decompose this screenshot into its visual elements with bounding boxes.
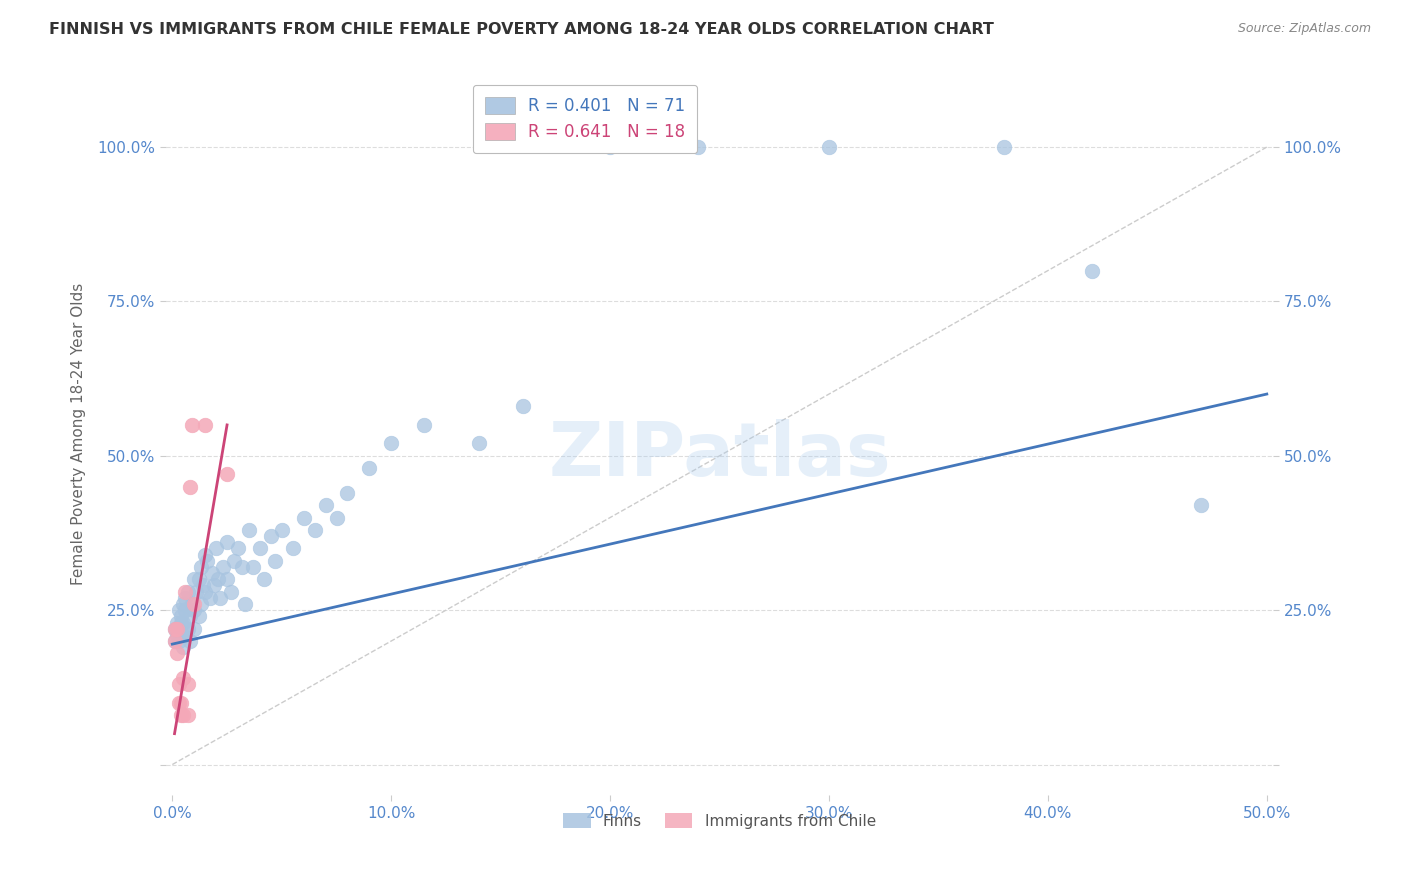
Point	[198, 591, 221, 605]
Point	[195, 554, 218, 568]
Point	[190, 597, 212, 611]
Point	[179, 480, 201, 494]
Point	[166, 615, 188, 630]
Point	[304, 523, 326, 537]
Point	[205, 541, 228, 556]
Point	[174, 603, 197, 617]
Point	[231, 560, 253, 574]
Point	[179, 634, 201, 648]
Point	[336, 486, 359, 500]
Point	[181, 597, 204, 611]
Point	[176, 708, 198, 723]
Legend: Finns, Immigrants from Chile: Finns, Immigrants from Chile	[557, 806, 882, 835]
Point	[207, 572, 229, 586]
Point	[183, 603, 205, 617]
Point	[166, 622, 188, 636]
Point	[179, 609, 201, 624]
Point	[170, 696, 193, 710]
Point	[1189, 498, 1212, 512]
Point	[167, 622, 190, 636]
Point	[359, 461, 381, 475]
Point	[163, 622, 186, 636]
Point	[264, 554, 287, 568]
Point	[170, 628, 193, 642]
Point	[176, 584, 198, 599]
Point	[191, 578, 214, 592]
Point	[413, 417, 436, 432]
Point	[249, 541, 271, 556]
Point	[215, 467, 238, 482]
Point	[163, 634, 186, 648]
Point	[174, 591, 197, 605]
Point	[194, 548, 217, 562]
Point	[181, 417, 204, 432]
Point	[315, 498, 337, 512]
Point	[170, 708, 193, 723]
Point	[163, 634, 186, 648]
Point	[170, 615, 193, 630]
Point	[222, 554, 245, 568]
Point	[281, 541, 304, 556]
Point	[325, 510, 347, 524]
Point	[194, 584, 217, 599]
Point	[167, 634, 190, 648]
Point	[599, 140, 621, 154]
Point	[468, 436, 491, 450]
Point	[163, 622, 186, 636]
Point	[190, 560, 212, 574]
Point	[187, 572, 209, 586]
Point	[176, 677, 198, 691]
Point	[172, 628, 194, 642]
Point	[686, 140, 709, 154]
Point	[215, 572, 238, 586]
Point	[270, 523, 292, 537]
Point	[233, 597, 256, 611]
Point	[202, 578, 225, 592]
Point	[993, 140, 1015, 154]
Point	[167, 603, 190, 617]
Point	[183, 597, 205, 611]
Point	[209, 591, 232, 605]
Point	[183, 572, 205, 586]
Point	[1080, 263, 1102, 277]
Point	[260, 529, 283, 543]
Point	[183, 622, 205, 636]
Point	[176, 622, 198, 636]
Point	[226, 541, 249, 556]
Point	[818, 140, 841, 154]
Point	[380, 436, 402, 450]
Point	[166, 646, 188, 660]
Point	[172, 615, 194, 630]
Point	[201, 566, 224, 581]
Point	[512, 400, 534, 414]
Point	[187, 609, 209, 624]
Point	[292, 510, 315, 524]
Point	[174, 584, 197, 599]
Point	[172, 597, 194, 611]
Point	[253, 572, 276, 586]
Text: FINNISH VS IMMIGRANTS FROM CHILE FEMALE POVERTY AMONG 18-24 YEAR OLDS CORRELATIO: FINNISH VS IMMIGRANTS FROM CHILE FEMALE …	[49, 22, 994, 37]
Point	[167, 696, 190, 710]
Point	[172, 708, 194, 723]
Point	[238, 523, 260, 537]
Point	[211, 560, 233, 574]
Point	[242, 560, 264, 574]
Point	[167, 677, 190, 691]
Point	[194, 417, 217, 432]
Point	[215, 535, 238, 549]
Y-axis label: Female Poverty Among 18-24 Year Olds: Female Poverty Among 18-24 Year Olds	[72, 283, 86, 585]
Point	[221, 584, 243, 599]
Point	[166, 628, 188, 642]
Text: ZIPatlas: ZIPatlas	[548, 419, 891, 492]
Point	[186, 584, 208, 599]
Point	[172, 671, 194, 685]
Text: Source: ZipAtlas.com: Source: ZipAtlas.com	[1237, 22, 1371, 36]
Point	[170, 609, 193, 624]
Point	[172, 640, 194, 655]
